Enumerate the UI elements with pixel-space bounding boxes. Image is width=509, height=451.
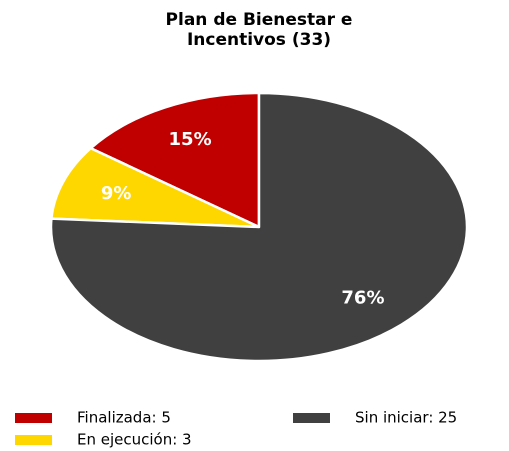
slice-label: 9% bbox=[101, 183, 132, 204]
slice-label: 76% bbox=[341, 287, 384, 308]
legend-swatch bbox=[293, 413, 330, 423]
pie-slice bbox=[50, 146, 261, 229]
legend-swatch bbox=[15, 413, 52, 423]
chart-title: Plan de Bienestar e bbox=[166, 10, 353, 30]
legend-label: En ejecución: 3 bbox=[77, 431, 192, 449]
pie-slice bbox=[89, 91, 261, 229]
chart-title: Incentivos (33) bbox=[187, 30, 331, 50]
legend-label: Sin iniciar: 25 bbox=[355, 409, 457, 427]
slice-label: 15% bbox=[169, 129, 212, 150]
legend-swatch bbox=[15, 435, 52, 445]
legend-label: Finalizada: 5 bbox=[77, 409, 171, 427]
pie-slice bbox=[49, 91, 469, 363]
